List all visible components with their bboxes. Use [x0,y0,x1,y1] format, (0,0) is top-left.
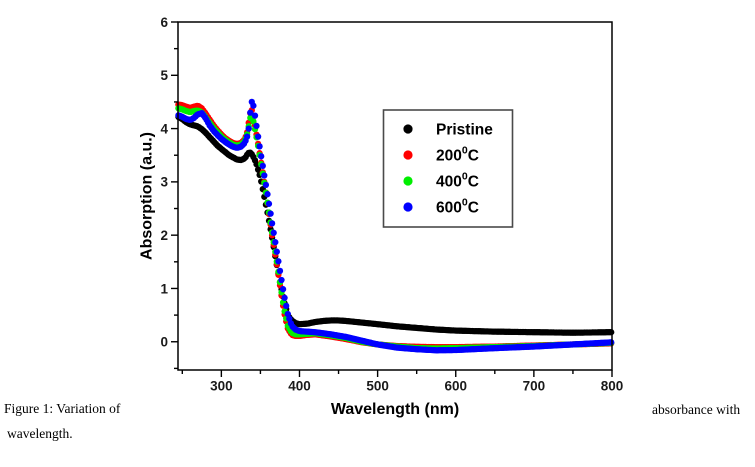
legend-marker-400C [403,176,413,186]
y-tick-label-5: 5 [160,68,168,83]
x-tick-label-700: 700 [523,379,546,394]
y-axis-tick-labels: 0 1 2 3 4 5 6 [160,15,168,350]
axis-ticks [171,21,613,377]
figure-caption-line1-left: Figure 1: Variation of [4,401,121,416]
legend-label-Pristine: Pristine [436,121,493,138]
plot-frame [177,21,613,371]
legend-marker-200C [403,150,413,160]
legend-marker-600C [403,202,413,212]
y-tick-label-1: 1 [160,281,168,296]
y-tick-label-3: 3 [160,175,168,190]
x-axis-tick-labels: 300 400 500 600 700 800 [210,379,623,394]
figure-caption-line1-right: absorbance with [652,402,741,417]
series-600C [175,98,615,354]
x-tick-label-800: 800 [601,379,624,394]
series-Pristine [175,113,615,336]
y-tick-label-0: 0 [160,335,168,350]
x-tick-label-400: 400 [288,379,311,394]
x-tick-label-300: 300 [210,379,233,394]
legend: Pristine 2000C 4000C 6000C [382,109,514,228]
y-tick-label-2: 2 [160,228,168,243]
figure-caption-line2: wavelength. [7,426,73,441]
x-tick-label-500: 500 [366,379,389,394]
y-tick-label-6: 6 [160,15,168,30]
y-tick-label-4: 4 [160,121,168,136]
y-axis-title: Absorption (a.u.) [139,132,156,260]
legend-marker-Pristine [403,124,413,134]
legend-label-400C: 4000C [436,170,479,190]
legend-label-600C: 6000C [436,196,479,216]
legend-label-200C: 2000C [436,144,479,164]
data-series [175,98,615,354]
x-axis-title: Wavelength (nm) [331,401,459,418]
x-tick-label-600: 600 [444,379,467,394]
